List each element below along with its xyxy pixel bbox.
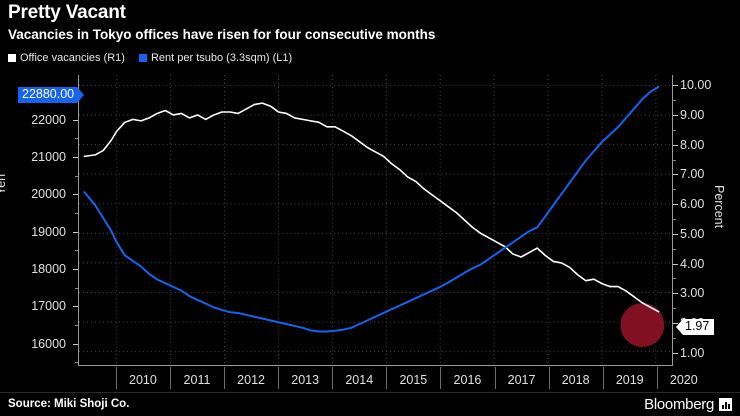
brand-wordmark: Bloomberg [644, 396, 714, 413]
square-marker-icon [138, 54, 147, 62]
y-axis-left-tick-label: 19000 [31, 224, 66, 239]
y-axis-left-tick-label: 20000 [31, 187, 66, 202]
y-axis-left-minor-tick [75, 324, 78, 326]
chart-subtitle: Vacancies in Tokyo offices have risen fo… [8, 27, 436, 42]
x-axis-tick-label: 2018 [561, 373, 590, 387]
x-axis-tick-label: 2010 [129, 373, 157, 387]
x-axis-tick-separator [548, 367, 550, 389]
y-axis-right-minor-tick [673, 219, 676, 220]
y-axis-left-tick-label: 17000 [31, 299, 66, 314]
y-axis-right-minor-tick [673, 337, 676, 339]
y-axis-right-tick-label: 4.00 [680, 256, 705, 271]
y-axis-right-tick-mark [673, 85, 678, 87]
y-axis-left-tick-mark [73, 231, 78, 233]
footer-divider [0, 392, 740, 393]
y-axis-right-minor-tick [673, 159, 676, 161]
y-axis-left-minor-tick [75, 250, 78, 252]
chart-title: Pretty Vacant [8, 2, 126, 23]
legend-item-rent-per-tsubo[interactable]: Rent per tsubo (3.3sqm) (L1) [138, 52, 293, 64]
y-axis-left-tick-label: 18000 [31, 262, 66, 276]
x-axis-tick-separator [386, 367, 388, 389]
y-axis-right-tick-label: 7.00 [680, 167, 705, 182]
x-axis-tick-separator [494, 367, 496, 389]
y-axis-left-tick-mark [73, 194, 78, 196]
y-axis-left-tick-label: 16000 [31, 336, 66, 351]
x-axis-tick-label: 2020 [669, 373, 698, 387]
grid-layer [79, 75, 672, 365]
y-axis-right-tick-mark [673, 174, 678, 176]
y-axis-left-minor-tick [75, 138, 78, 140]
square-marker-icon [8, 54, 16, 62]
y-axis-right-tick-label: 6.00 [680, 197, 705, 212]
x-axis-tick-label: 2016 [453, 373, 482, 387]
x-axis-tick-separator [332, 367, 334, 389]
y-axis-right-minor-tick [673, 278, 676, 280]
y-axis-right-minor-tick [673, 248, 676, 250]
x-axis-tick-separator [115, 367, 117, 389]
left-axis-value-callout: 22880.00 [18, 86, 85, 103]
bar-chart-icon [719, 398, 732, 411]
callout-arrow-icon [676, 318, 683, 335]
y-axis-left-minor-tick [75, 213, 78, 215]
y-axis-right-tick-label: 5.00 [680, 226, 705, 241]
y-axis-left-tick-label: 21000 [31, 150, 66, 165]
x-axis-tick-label: 2017 [507, 373, 536, 387]
y-axis-right-tick-label: 10.00 [680, 78, 712, 93]
y-axis-right-tick-label: 9.00 [680, 108, 705, 123]
y-axis-right-tick-mark [673, 293, 678, 295]
plot-area [78, 75, 673, 366]
x-axis-tick-label: 2012 [237, 373, 265, 387]
x-axis-tick-separator [602, 367, 604, 389]
source-note: Source: Miki Shoji Co. [8, 398, 130, 410]
y-axis-right-minor-tick [673, 308, 676, 310]
y-axis-right-tick-mark [673, 115, 678, 117]
series-line-rent [83, 85, 660, 333]
y-axis-right-minor-tick [673, 100, 676, 102]
y-axis-left-tick-label: 22000 [31, 112, 66, 127]
y-axis-right-minor-tick [673, 189, 676, 191]
y-axis-left-tick-mark [73, 343, 78, 345]
callout-arrow-icon [77, 86, 85, 103]
y-axis-right-tick-mark [673, 144, 678, 146]
x-axis-tick-label: 2013 [291, 373, 320, 387]
y-axis-right-tick-mark [673, 204, 678, 206]
series-line-vacancies [83, 102, 660, 313]
bloomberg-branding: Bloomberg [644, 396, 732, 413]
series-layer [83, 85, 665, 347]
legend-item-office-vacancies[interactable]: Office vacancies (R1) [8, 52, 125, 64]
x-axis-tick-label: 2011 [183, 373, 211, 387]
x-axis-tick-label: 2014 [345, 373, 374, 387]
x-axis-tick-separator [440, 367, 442, 389]
y-axis-left-tick-mark [73, 119, 78, 121]
y-axis-right-tick-label: 3.00 [680, 286, 705, 301]
y-axis-right-tick-label: 1.00 [680, 345, 705, 360]
y-axis-left-tick-mark [73, 306, 78, 308]
y-axis-right-tick-mark [673, 263, 678, 265]
y-axis-right-minor-tick [673, 129, 676, 131]
x-axis-tick-separator [278, 367, 280, 389]
highlight-circle-annotation [620, 303, 665, 347]
y-axis-right-title: Percent [712, 185, 726, 229]
x-axis-tick-separator [656, 367, 658, 389]
x-axis-tick-label: 2019 [615, 373, 644, 387]
right-axis-value-callout: 1.97 [676, 318, 715, 335]
chart-legend: Office vacancies (R1) Rent per tsubo (3.… [8, 52, 292, 64]
right-axis-value-label: 1.97 [683, 318, 715, 335]
x-axis-tick-label: 2015 [399, 373, 428, 387]
y-axis-left-minor-tick [75, 287, 78, 289]
x-axis-tick-separator [169, 367, 171, 389]
legend-item-label: Office vacancies (R1) [20, 52, 125, 64]
y-axis-right-tick-label: 8.00 [680, 137, 705, 152]
legend-item-label: Rent per tsubo (3.3sqm) (L1) [150, 52, 293, 64]
y-axis-left-tick-mark [73, 269, 78, 270]
y-axis-left-tick-mark [73, 157, 78, 159]
y-axis-left-minor-tick [75, 362, 78, 364]
y-axis-right-tick-mark [673, 352, 678, 354]
y-axis-right-tick-mark [673, 322, 678, 324]
left-axis-value-label: 22880.00 [18, 86, 78, 103]
x-axis-tick-separator [224, 367, 226, 389]
y-axis-left-minor-tick [75, 175, 78, 177]
y-axis-right-tick-mark [673, 233, 678, 235]
